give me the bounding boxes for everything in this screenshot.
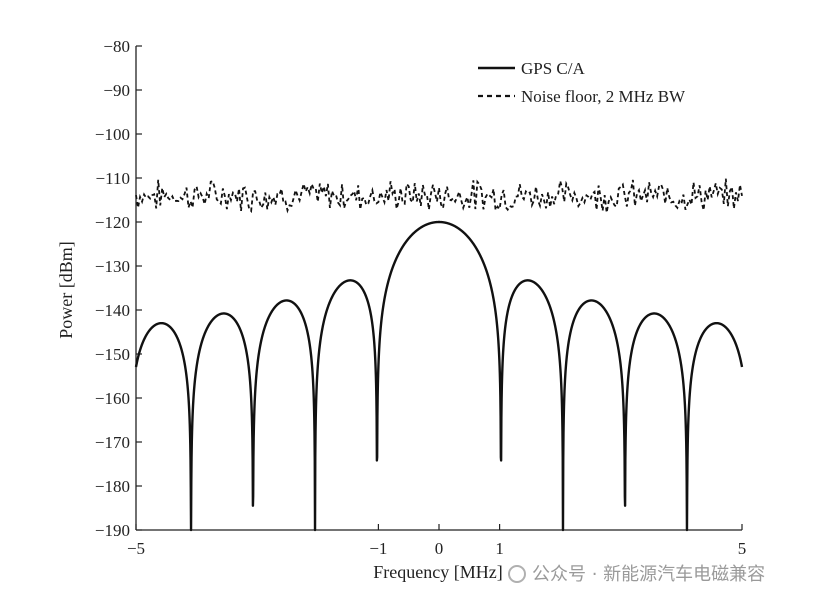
- y-tick-label: −140: [95, 301, 130, 320]
- y-tick-label: −190: [95, 521, 130, 540]
- y-tick-label: −80: [103, 37, 130, 56]
- y-tick-label: −130: [95, 257, 130, 276]
- series-noise-floor: [135, 178, 743, 214]
- wechat-icon: [508, 565, 526, 583]
- x-tick-label: 5: [738, 539, 747, 558]
- x-tick-label: 0: [435, 539, 444, 558]
- y-tick-label: −180: [95, 477, 130, 496]
- series-gps-ca: [134, 220, 744, 532]
- y-axis-ticks: −80 −90 −100 −110 −120 −130 −140 −150 −160 −170 −1…: [95, 37, 142, 540]
- y-axis-title: Power [dBm]: [56, 241, 76, 339]
- x-tick-label: 1: [495, 539, 504, 558]
- y-tick-label: −90: [103, 81, 130, 100]
- x-axis-ticks: −5 −1 0 1 5: [127, 524, 746, 558]
- legend: GPS C/A Noise floor, 2 MHz BW: [478, 59, 686, 106]
- y-tick-label: −120: [95, 213, 130, 232]
- watermark-text: 公众号 · 新能源汽车电磁兼容: [532, 564, 766, 585]
- series-layer: [134, 178, 744, 532]
- x-tick-label: −1: [369, 539, 387, 558]
- plot-frame: [135, 46, 742, 531]
- x-axis-title: Frequency [MHz]: [373, 562, 502, 582]
- y-tick-label: −100: [95, 125, 130, 144]
- y-tick-label: −170: [95, 433, 130, 452]
- y-tick-label: −160: [95, 389, 130, 408]
- watermark: 公众号 · 新能源汽车电磁兼容: [508, 560, 765, 586]
- y-tick-label: −150: [95, 345, 130, 364]
- legend-label-gps: GPS C/A: [521, 59, 585, 78]
- x-tick-label: −5: [127, 539, 145, 558]
- legend-label-noise: Noise floor, 2 MHz BW: [521, 87, 686, 106]
- y-tick-label: −110: [96, 169, 130, 188]
